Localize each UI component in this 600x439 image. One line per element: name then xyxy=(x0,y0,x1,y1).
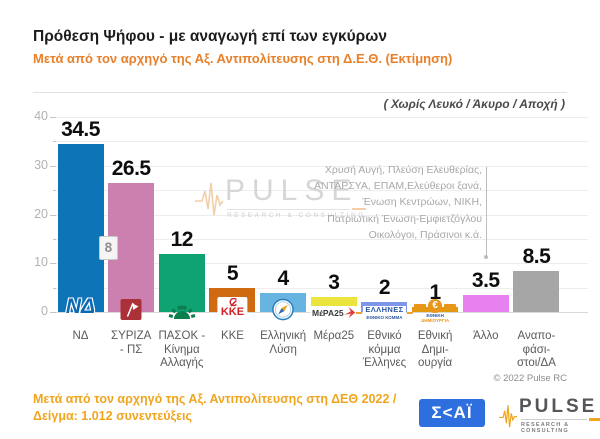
bar-value-label: 4 xyxy=(277,266,290,290)
kke-party-logo-icon: ΚΚΕ xyxy=(217,297,248,319)
y-tick-mark-15 xyxy=(52,238,56,240)
gridline-40 xyxy=(56,117,588,118)
watermark-divider xyxy=(227,208,366,210)
x-axis-category-label: Άλλο xyxy=(473,330,499,342)
gridline-5 xyxy=(56,287,588,289)
annotation-connector-dot xyxy=(484,255,488,259)
ethniki-dimiourgia-party-logo-icon: € ΕΘΝΙΚΗ ΔΗΜΙΟΥΡΓΙΑ xyxy=(414,299,457,323)
y-tick-mark-5 xyxy=(52,287,56,289)
gridline-30 xyxy=(56,165,588,167)
bar-value-label: 5 xyxy=(226,261,239,285)
page-title: Πρόθεση Ψήφου - με αναγωγή επί των εγκύρ… xyxy=(33,28,387,45)
pulse-logo-subtext: RESEARCH & CONSULTING xyxy=(520,422,570,434)
y-tick-mark-35 xyxy=(52,141,56,143)
y-tick-mark-20 xyxy=(50,214,56,216)
gridline-10 xyxy=(56,263,588,265)
bar-ΝΔ xyxy=(57,143,104,312)
y-axis-tick-label: 0 xyxy=(41,304,48,318)
pulse-logo: PULSE RESEARCH & CONSULTING xyxy=(499,397,600,434)
gridline-25 xyxy=(56,190,588,192)
bar-value-label: 34.5 xyxy=(61,117,100,141)
y-tick-mark-0 xyxy=(50,312,56,313)
y-tick-mark-30 xyxy=(50,165,56,167)
bar-Άλλο xyxy=(462,294,509,312)
annotation-connector-line xyxy=(486,167,487,255)
mera25-party-logo-icon: ΜέΡΑ25 xyxy=(310,306,358,319)
bar-value-label: 2 xyxy=(378,276,391,300)
pulse-logo-divider xyxy=(520,418,600,421)
bar-ΠΑΣΟΚ - Κίνημα Αλλαγής xyxy=(158,253,205,312)
x-axis-category-label: Ελληνική Λύση xyxy=(260,330,307,356)
gridline-20 xyxy=(56,214,588,216)
x-axis-category-label: Μέρα25 xyxy=(313,330,355,342)
watermark-subtext: RESEARCH & CONSULTING xyxy=(227,212,366,219)
x-axis-category-label: ΣΥΡΙΖΑ - ΠΣ xyxy=(110,330,152,356)
footer-caption-line1: Μετά από τον αρχηγό της Αξ. Αντιπολίτευσ… xyxy=(33,392,397,406)
bar-value-label: 26.5 xyxy=(111,156,151,180)
syriza-party-logo-icon xyxy=(120,299,142,320)
bar-value-label: 3.5 xyxy=(471,268,500,292)
lead-gap-badge: 8 xyxy=(98,236,118,260)
pasok-party-logo-icon xyxy=(167,297,197,319)
pulse-logo-wordmark: PULSE xyxy=(518,396,598,417)
copyright-text: © 2022 Pulse RC xyxy=(493,373,567,384)
y-axis-tick-label: 40 xyxy=(34,109,48,123)
pulse-watermark: PULSE RESEARCH & CONSULTING xyxy=(194,175,366,219)
bar-value-label: 1 xyxy=(429,281,442,305)
skai-logo: Σ<ΑΪ xyxy=(419,399,485,427)
nd-party-logo-icon: ΝΔ xyxy=(65,295,96,318)
pulse-waveform-icon xyxy=(499,405,517,428)
y-axis-tick-label: 30 xyxy=(34,157,48,172)
pulse-waveform-icon xyxy=(195,182,224,216)
y-tick-mark-10 xyxy=(50,263,56,265)
y-axis-tick-label: 10 xyxy=(34,255,48,270)
page-subtitle: Μετά από τον αρχηγό της Αξ. Αντιπολίτευσ… xyxy=(33,51,453,66)
x-axis-category-label: Εθνικό κόμμα Έλληνες xyxy=(362,330,407,369)
other-parties-annotation: Χρυσή Αυγή, Πλεύση Ελευθερίας, ΑΝΤΑΡΣΥΑ,… xyxy=(313,164,482,241)
x-axis-category-label: Αναπο- φάσι- στοι/ΔΑ xyxy=(516,330,556,369)
x-axis-category-label: ΠΑΣΟΚ - Κίνημα Αλλαγής xyxy=(158,330,206,369)
skai-logo-text: Σ<ΑΪ xyxy=(431,403,473,422)
x-axis-category-label: ΝΔ xyxy=(72,330,89,342)
x-axis-category-label: Εθνική Δημι- ουργία xyxy=(417,330,453,369)
bar-value-label: 3 xyxy=(328,271,340,295)
elliniki-lysi-party-logo-icon xyxy=(272,298,295,321)
y-tick-mark-25 xyxy=(52,190,56,192)
x-axis-category-label: ΚΚΕ xyxy=(220,330,244,342)
header-divider xyxy=(33,92,567,93)
gridline-15 xyxy=(56,238,588,240)
y-axis-tick-label: 20 xyxy=(34,206,48,221)
footer-caption: Μετά από τον αρχηγό της Αξ. Αντιπολίτευσ… xyxy=(33,391,396,424)
bar-value-label: 12 xyxy=(170,227,194,251)
exclusion-note: ( Χωρίς Λευκό / Άκυρο / Αποχή ) xyxy=(383,97,565,111)
bar-Αναποφάσιστοι/ΔΑ xyxy=(513,270,560,312)
watermark-wordmark: PULSE xyxy=(225,174,359,207)
footer-caption-line2: Δείγμα: 1.012 συνεντεύξεις xyxy=(33,408,192,423)
bar-value-label: 8.5 xyxy=(522,244,551,268)
gridline-35 xyxy=(56,141,588,143)
y-tick-mark-40 xyxy=(50,117,56,118)
ellines-party-logo-icon: ΕΛΛΗΝΕΣ ΕΘΝΙΚΟ ΚΟΜΜΑ xyxy=(356,306,413,320)
